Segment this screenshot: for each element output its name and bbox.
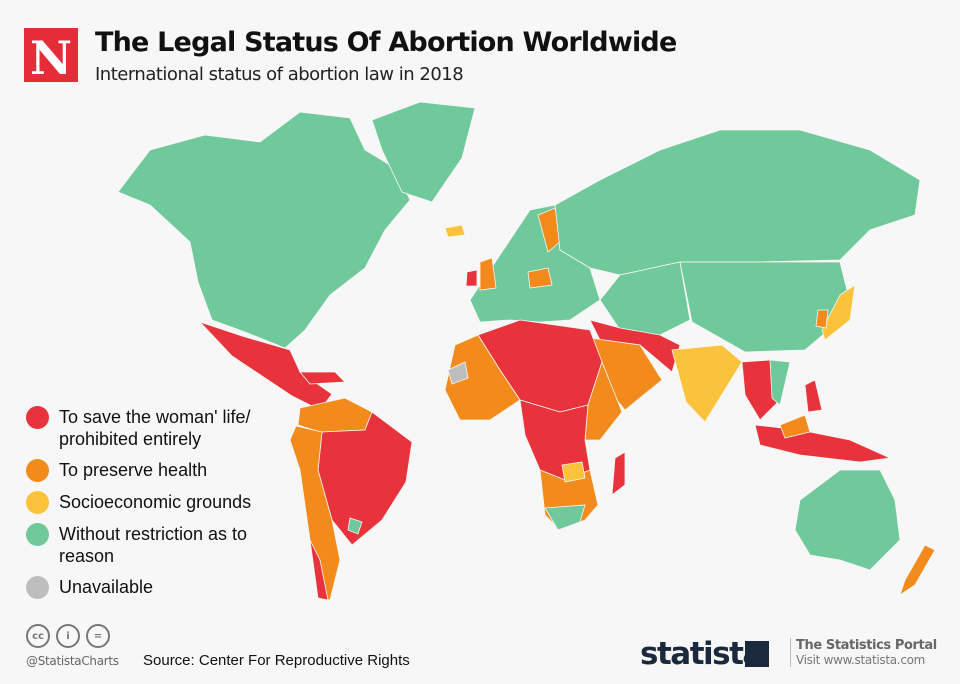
cc-icon[interactable]: cc <box>26 624 50 648</box>
legend-swatch-red <box>26 406 49 429</box>
legend-swatch-yellow <box>26 491 49 514</box>
region-south-africa <box>544 504 586 531</box>
region-caribbean <box>299 371 346 385</box>
statista-link[interactable]: Visit www.statista.com <box>796 653 926 667</box>
chart-title: The Legal Status Of Abortion Worldwide <box>95 27 677 58</box>
region-vietnam <box>769 359 791 406</box>
region-malaysia <box>779 414 811 439</box>
region-chile <box>309 539 329 601</box>
region-india <box>671 344 743 423</box>
chart-subtitle: International status of abortion law in … <box>95 64 464 85</box>
region-north-america <box>117 111 411 349</box>
region-russia <box>554 129 921 276</box>
statista-logo: statista <box>640 636 763 672</box>
map-legend: To save the woman' life/ prohibited enti… <box>26 406 259 608</box>
region-madagascar <box>611 451 626 496</box>
newsweek-logo: N <box>24 28 78 85</box>
twitter-handle[interactable]: @StatistaCharts <box>26 654 119 668</box>
legend-item-na: Unavailable <box>26 576 259 599</box>
region-greenland <box>371 101 476 203</box>
legend-item-free: Without restriction as to reason <box>26 523 259 567</box>
region-new-zealand <box>899 544 936 596</box>
legend-item-socio: Socioeconomic grounds <box>26 491 259 514</box>
legend-swatch-green <box>26 523 49 546</box>
statista-portal: The Statistics Portal Visit www.statista… <box>790 638 937 667</box>
region-west-africa <box>444 334 521 421</box>
region-andes <box>289 425 341 601</box>
region-philippines <box>804 379 823 413</box>
region-iceland <box>444 224 466 238</box>
region-uk <box>479 257 497 291</box>
license-icons: cc i = <box>26 624 110 648</box>
legend-item-life: To save the woman' life/ prohibited enti… <box>26 406 259 450</box>
region-korea <box>815 309 829 329</box>
legend-swatch-orange <box>26 459 49 482</box>
attribution-icon[interactable]: i <box>56 624 80 648</box>
legend-swatch-gray <box>26 576 49 599</box>
legend-item-health: To preserve health <box>26 459 259 482</box>
statista-logo-icon <box>745 641 769 667</box>
no-derivatives-icon[interactable]: = <box>86 624 110 648</box>
source-note: Source: Center For Reproductive Rights <box>143 652 410 669</box>
region-indonesia <box>754 424 892 463</box>
region-australia <box>794 469 901 571</box>
region-zambia <box>561 461 586 483</box>
region-uruguay <box>347 517 363 535</box>
region-poland <box>527 267 553 289</box>
region-western-sahara <box>447 361 469 385</box>
region-ireland <box>465 269 478 287</box>
